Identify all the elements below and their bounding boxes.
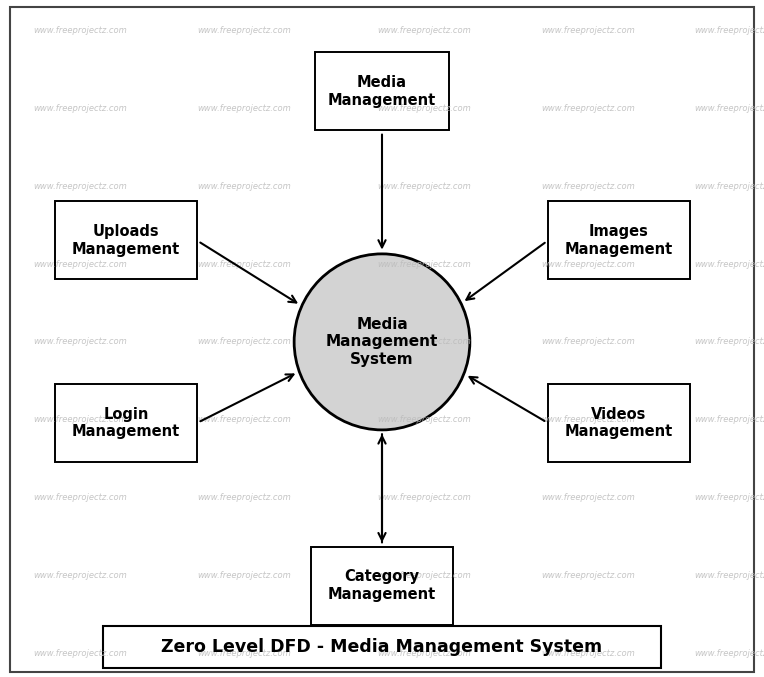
Text: www.freeprojectz.com: www.freeprojectz.com bbox=[377, 649, 471, 658]
Text: Category
Management: Category Management bbox=[328, 569, 436, 602]
Text: www.freeprojectz.com: www.freeprojectz.com bbox=[198, 493, 291, 502]
Text: www.freeprojectz.com: www.freeprojectz.com bbox=[694, 337, 764, 347]
Text: www.freeprojectz.com: www.freeprojectz.com bbox=[694, 104, 764, 113]
Text: Zero Level DFD - Media Management System: Zero Level DFD - Media Management System bbox=[161, 638, 603, 655]
Text: Images
Management: Images Management bbox=[565, 224, 673, 257]
FancyBboxPatch shape bbox=[549, 384, 690, 462]
Text: www.freeprojectz.com: www.freeprojectz.com bbox=[198, 571, 291, 580]
Text: www.freeprojectz.com: www.freeprojectz.com bbox=[198, 26, 291, 35]
Text: www.freeprojectz.com: www.freeprojectz.com bbox=[34, 181, 127, 191]
FancyBboxPatch shape bbox=[549, 201, 690, 279]
Text: www.freeprojectz.com: www.freeprojectz.com bbox=[377, 26, 471, 35]
Text: www.freeprojectz.com: www.freeprojectz.com bbox=[34, 26, 127, 35]
Text: www.freeprojectz.com: www.freeprojectz.com bbox=[542, 415, 635, 424]
Text: www.freeprojectz.com: www.freeprojectz.com bbox=[198, 181, 291, 191]
FancyBboxPatch shape bbox=[312, 547, 452, 624]
Text: www.freeprojectz.com: www.freeprojectz.com bbox=[694, 181, 764, 191]
FancyBboxPatch shape bbox=[103, 626, 661, 668]
Text: www.freeprojectz.com: www.freeprojectz.com bbox=[34, 104, 127, 113]
Text: www.freeprojectz.com: www.freeprojectz.com bbox=[694, 415, 764, 424]
FancyBboxPatch shape bbox=[56, 201, 197, 279]
Text: www.freeprojectz.com: www.freeprojectz.com bbox=[34, 649, 127, 658]
Text: Media
Management
System: Media Management System bbox=[325, 317, 439, 367]
Text: www.freeprojectz.com: www.freeprojectz.com bbox=[694, 571, 764, 580]
Text: www.freeprojectz.com: www.freeprojectz.com bbox=[542, 337, 635, 347]
Text: Uploads
Management: Uploads Management bbox=[72, 224, 180, 257]
Text: www.freeprojectz.com: www.freeprojectz.com bbox=[198, 104, 291, 113]
Text: www.freeprojectz.com: www.freeprojectz.com bbox=[377, 415, 471, 424]
Text: www.freeprojectz.com: www.freeprojectz.com bbox=[34, 493, 127, 502]
Text: www.freeprojectz.com: www.freeprojectz.com bbox=[694, 649, 764, 658]
Text: www.freeprojectz.com: www.freeprojectz.com bbox=[542, 571, 635, 580]
Text: www.freeprojectz.com: www.freeprojectz.com bbox=[694, 259, 764, 269]
FancyBboxPatch shape bbox=[315, 52, 448, 130]
Text: www.freeprojectz.com: www.freeprojectz.com bbox=[377, 571, 471, 580]
Text: www.freeprojectz.com: www.freeprojectz.com bbox=[542, 104, 635, 113]
Text: Videos
Management: Videos Management bbox=[565, 407, 673, 439]
Text: www.freeprojectz.com: www.freeprojectz.com bbox=[542, 26, 635, 35]
Text: www.freeprojectz.com: www.freeprojectz.com bbox=[694, 26, 764, 35]
Text: www.freeprojectz.com: www.freeprojectz.com bbox=[34, 415, 127, 424]
Text: www.freeprojectz.com: www.freeprojectz.com bbox=[377, 104, 471, 113]
Ellipse shape bbox=[294, 254, 470, 430]
Text: Media
Management: Media Management bbox=[328, 75, 436, 108]
Text: www.freeprojectz.com: www.freeprojectz.com bbox=[198, 337, 291, 347]
FancyBboxPatch shape bbox=[56, 384, 197, 462]
Text: Login
Management: Login Management bbox=[72, 407, 180, 439]
Text: www.freeprojectz.com: www.freeprojectz.com bbox=[377, 181, 471, 191]
Text: www.freeprojectz.com: www.freeprojectz.com bbox=[542, 259, 635, 269]
Text: www.freeprojectz.com: www.freeprojectz.com bbox=[198, 649, 291, 658]
Text: www.freeprojectz.com: www.freeprojectz.com bbox=[34, 571, 127, 580]
Text: www.freeprojectz.com: www.freeprojectz.com bbox=[198, 259, 291, 269]
Text: www.freeprojectz.com: www.freeprojectz.com bbox=[542, 493, 635, 502]
Text: www.freeprojectz.com: www.freeprojectz.com bbox=[377, 259, 471, 269]
Text: www.freeprojectz.com: www.freeprojectz.com bbox=[34, 337, 127, 347]
Text: www.freeprojectz.com: www.freeprojectz.com bbox=[34, 259, 127, 269]
Text: www.freeprojectz.com: www.freeprojectz.com bbox=[198, 415, 291, 424]
Text: www.freeprojectz.com: www.freeprojectz.com bbox=[542, 649, 635, 658]
Text: www.freeprojectz.com: www.freeprojectz.com bbox=[377, 493, 471, 502]
Text: www.freeprojectz.com: www.freeprojectz.com bbox=[542, 181, 635, 191]
Text: www.freeprojectz.com: www.freeprojectz.com bbox=[694, 493, 764, 502]
Text: www.freeprojectz.com: www.freeprojectz.com bbox=[377, 337, 471, 347]
